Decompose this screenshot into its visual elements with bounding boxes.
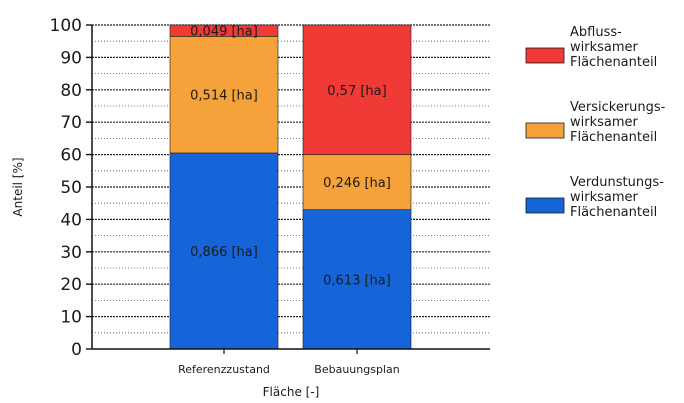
legend-label: Verdunstungs-wirksamer Flächenanteil (570, 175, 664, 220)
y-tick-label: 100 (50, 16, 82, 36)
bar-segment-label: 0,613 [ha] (323, 273, 391, 288)
bar-segment (169, 36, 279, 154)
bar-segment (302, 24, 412, 155)
bar-segment-label: 0,246 [ha] (323, 176, 391, 191)
bar-segment (302, 209, 412, 350)
bar-segment-label: 0,57 [ha] (327, 84, 386, 99)
axes: Referenzzustand Bebauungsplan 0 10 20 30 40 50 6… (50, 16, 490, 376)
y-tick-label: 30 (60, 243, 82, 263)
bar-segment-label: 0,514 [ha] (190, 89, 258, 104)
bar-segment (169, 152, 279, 350)
legend: Abfluss-wirksamer Flächenanteil Versickeru… (525, 25, 666, 220)
x-axis-title: Fläche [-] (263, 385, 320, 399)
x-tick-label: Referenzzustand (178, 363, 270, 376)
y-tick-label: 50 (60, 178, 82, 198)
y-tick-label: 70 (60, 113, 82, 133)
x-tick-label: Bebauungsplan (314, 363, 399, 376)
y-tick-label: 80 (60, 81, 82, 101)
bar-segment-label: 0,049 [ha] (190, 25, 258, 40)
y-tick-label: 0 (71, 340, 82, 360)
legend-label: Abfluss-wirksamer Flächenanteil (570, 25, 657, 70)
legend-swatch (525, 197, 565, 214)
bar-segment (302, 154, 412, 210)
bar-segment-label: 0,866 [ha] (190, 245, 258, 260)
bars (169, 24, 412, 350)
y-tick-label: 90 (60, 48, 82, 68)
legend-swatch (525, 122, 565, 139)
y-tick-label: 60 (60, 146, 82, 166)
y-tick-label: 20 (60, 275, 82, 295)
y-axis-title: Anteil [%] (11, 157, 25, 216)
legend-swatch (525, 47, 565, 64)
bar-segment (169, 24, 279, 37)
y-tick-label: 40 (60, 210, 82, 230)
y-tick-label: 10 (60, 308, 82, 328)
legend-label: Versickerungs-wirksamer Flächenanteil (570, 100, 666, 145)
bar-labels: 0,866 [ha] 0,514 [ha] 0,049 [ha] 0,613 [ha]… (190, 25, 391, 289)
grid-lines (92, 24, 490, 334)
